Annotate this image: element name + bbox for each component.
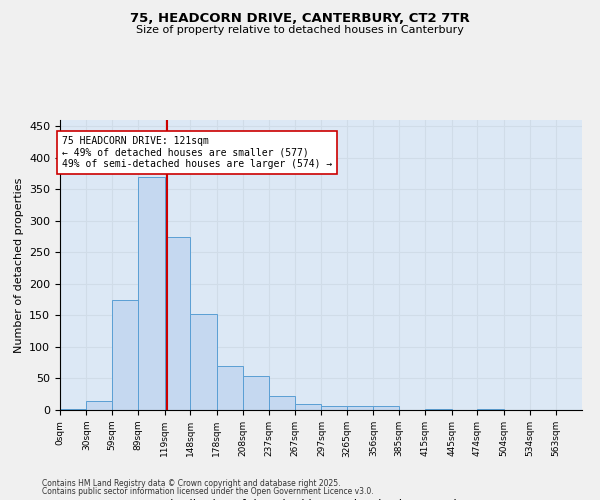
Bar xyxy=(295,404,322,410)
Text: Contains HM Land Registry data © Crown copyright and database right 2025.: Contains HM Land Registry data © Crown c… xyxy=(42,478,341,488)
Text: Contains public sector information licensed under the Open Government Licence v3: Contains public sector information licen… xyxy=(42,487,374,496)
Bar xyxy=(190,314,217,410)
Bar xyxy=(243,376,269,410)
Bar xyxy=(347,406,373,410)
Bar xyxy=(165,236,190,410)
Bar xyxy=(139,176,165,410)
Text: 75, HEADCORN DRIVE, CANTERBURY, CT2 7TR: 75, HEADCORN DRIVE, CANTERBURY, CT2 7TR xyxy=(130,12,470,26)
Y-axis label: Number of detached properties: Number of detached properties xyxy=(14,178,23,352)
Bar xyxy=(217,366,243,410)
Text: 75 HEADCORN DRIVE: 121sqm
← 49% of detached houses are smaller (577)
49% of semi: 75 HEADCORN DRIVE: 121sqm ← 49% of detac… xyxy=(62,136,332,169)
Bar xyxy=(425,408,452,410)
Bar xyxy=(322,406,347,410)
Bar xyxy=(269,396,295,410)
X-axis label: Distribution of detached houses by size in Canterbury: Distribution of detached houses by size … xyxy=(161,499,481,500)
Bar xyxy=(86,400,112,410)
Bar xyxy=(112,300,139,410)
Bar xyxy=(373,406,399,410)
Text: Size of property relative to detached houses in Canterbury: Size of property relative to detached ho… xyxy=(136,25,464,35)
Bar xyxy=(60,408,86,410)
